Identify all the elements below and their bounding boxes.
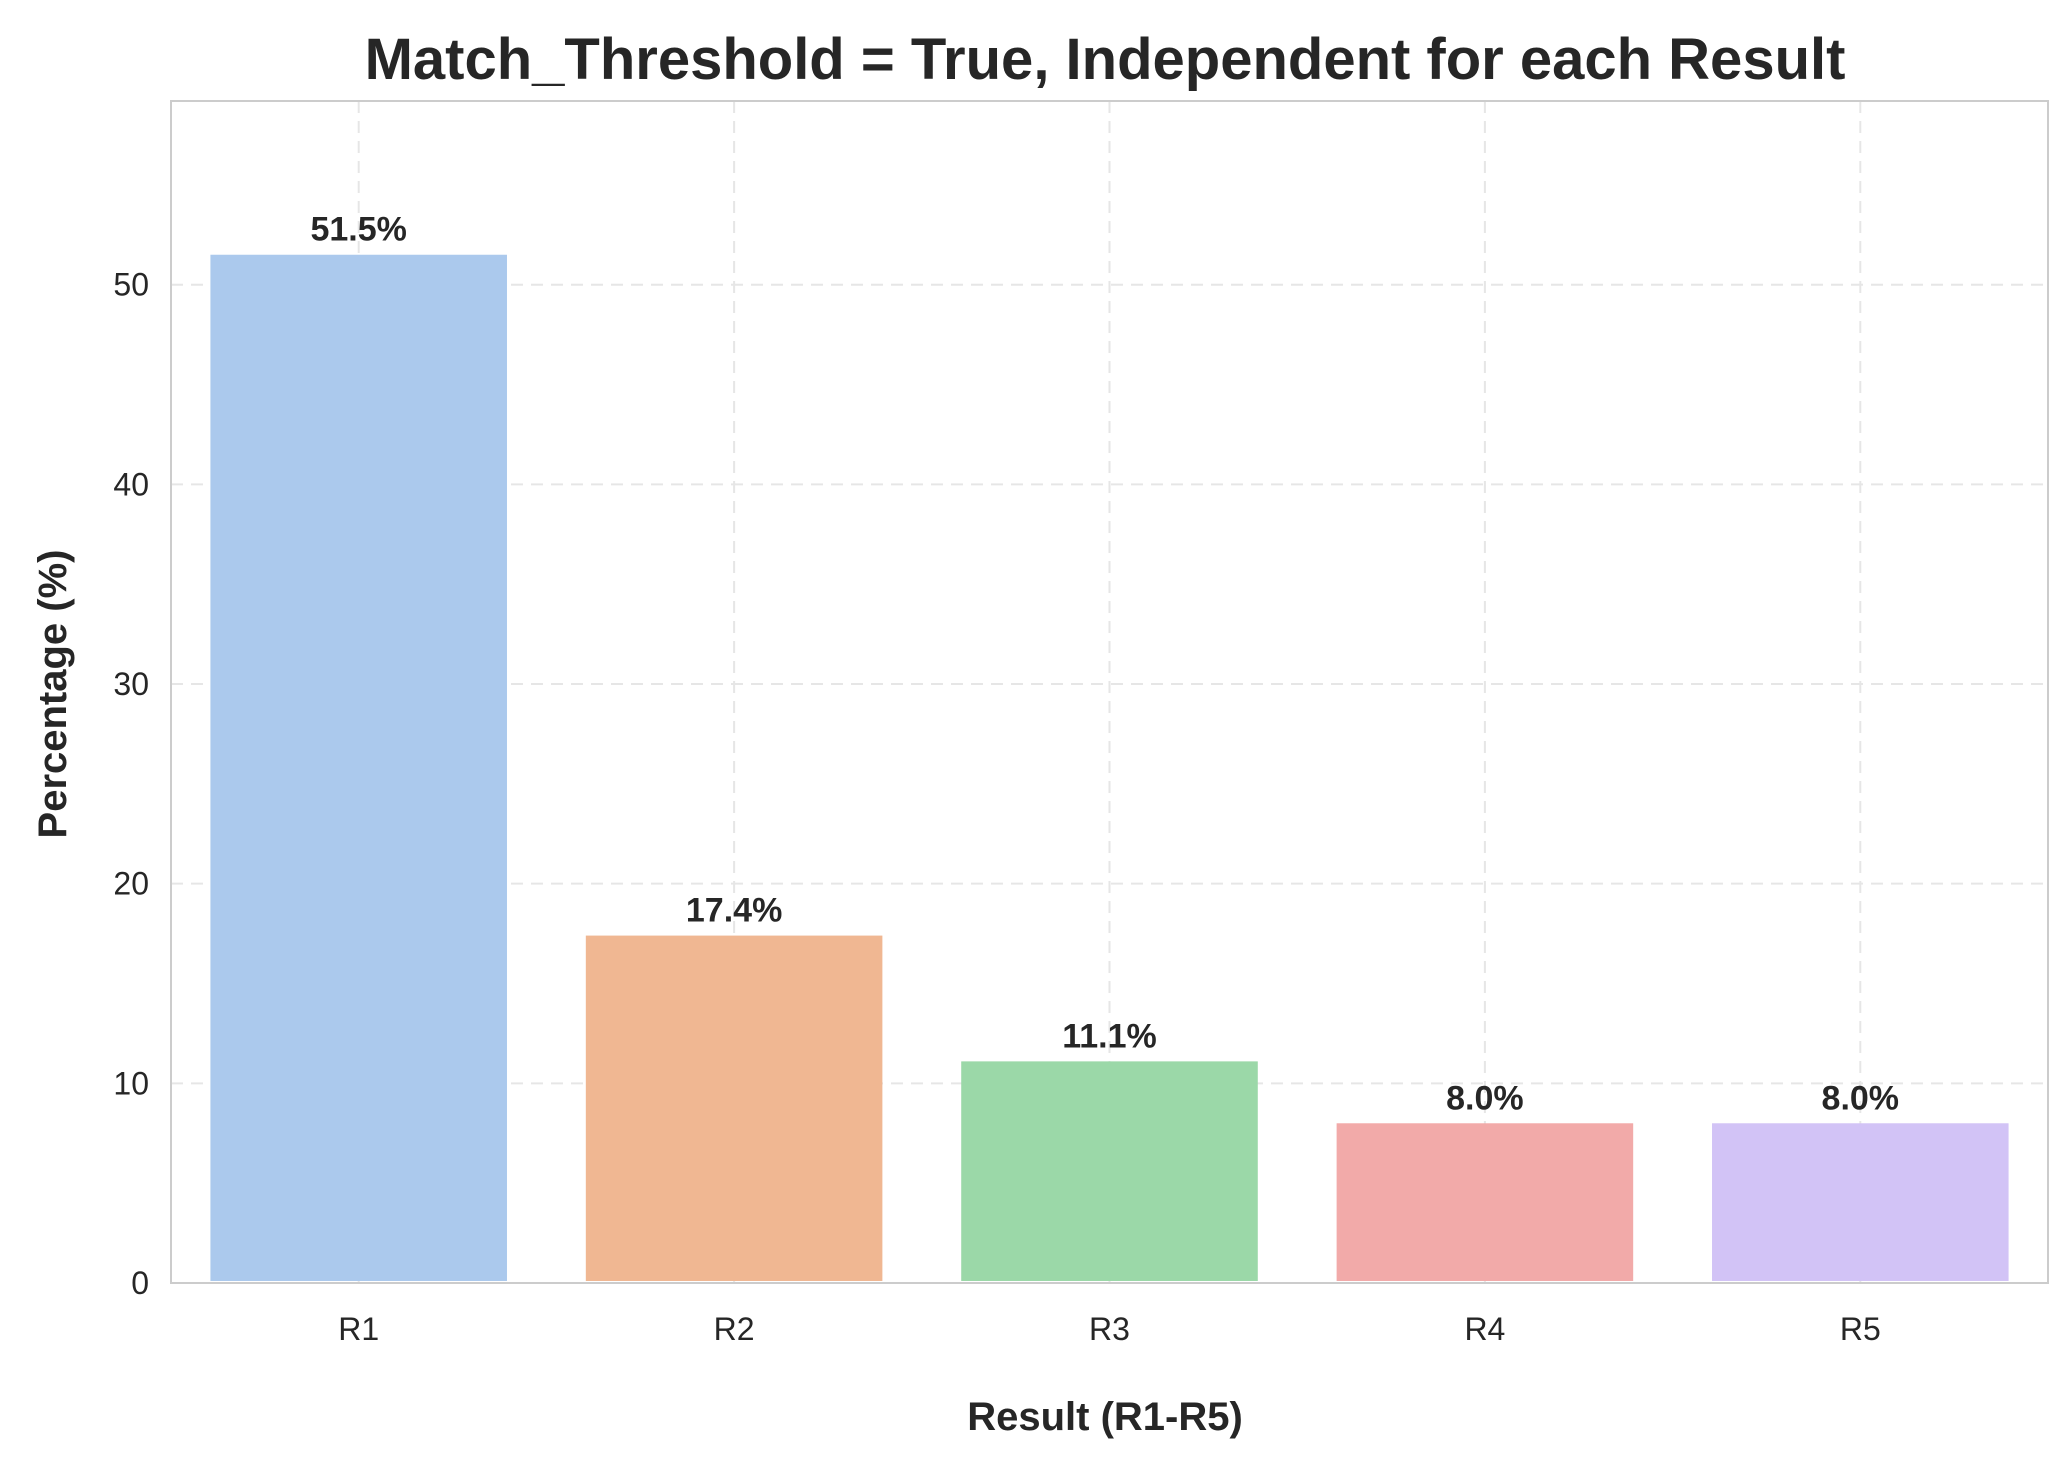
- x-tick-label: R5: [1840, 1311, 1881, 1347]
- y-tick-label: 20: [113, 866, 149, 902]
- y-tick-label: 0: [131, 1265, 149, 1301]
- x-tick-label: R3: [1089, 1311, 1130, 1347]
- bars: [210, 254, 2009, 1281]
- bar-r4: [1336, 1123, 1634, 1281]
- y-tick-label: 40: [113, 466, 149, 502]
- bar-r1: [210, 254, 507, 1281]
- x-tick-label: R4: [1464, 1311, 1505, 1347]
- x-axis-ticks: R1 R2 R3 R4 R5: [338, 1311, 1881, 1347]
- data-label: 51.5%: [310, 211, 406, 249]
- bar-r5: [1712, 1123, 2009, 1281]
- y-tick-label: 50: [113, 267, 149, 303]
- x-tick-label: R2: [714, 1311, 755, 1347]
- bar-r3: [961, 1061, 1258, 1281]
- data-label: 17.4%: [686, 892, 782, 930]
- y-axis-label: Percentage (%): [31, 550, 75, 839]
- data-label: 8.0%: [1822, 1079, 1900, 1117]
- data-label: 8.0%: [1446, 1079, 1524, 1117]
- data-labels: 51.5% 17.4% 11.1% 8.0% 8.0%: [310, 211, 1899, 1118]
- bar-r2: [585, 935, 883, 1281]
- y-tick-label: 30: [113, 666, 149, 702]
- x-axis-label: Result (R1-R5): [967, 1395, 1243, 1439]
- y-axis-ticks: 0 10 20 30 40 50: [113, 267, 149, 1301]
- x-tick-label: R1: [338, 1311, 379, 1347]
- y-tick-label: 10: [113, 1065, 149, 1101]
- chart-title: Match_Threshold = True, Independent for …: [365, 27, 1846, 92]
- plot-frame: [170, 100, 2049, 1284]
- data-label: 11.1%: [1062, 1017, 1157, 1055]
